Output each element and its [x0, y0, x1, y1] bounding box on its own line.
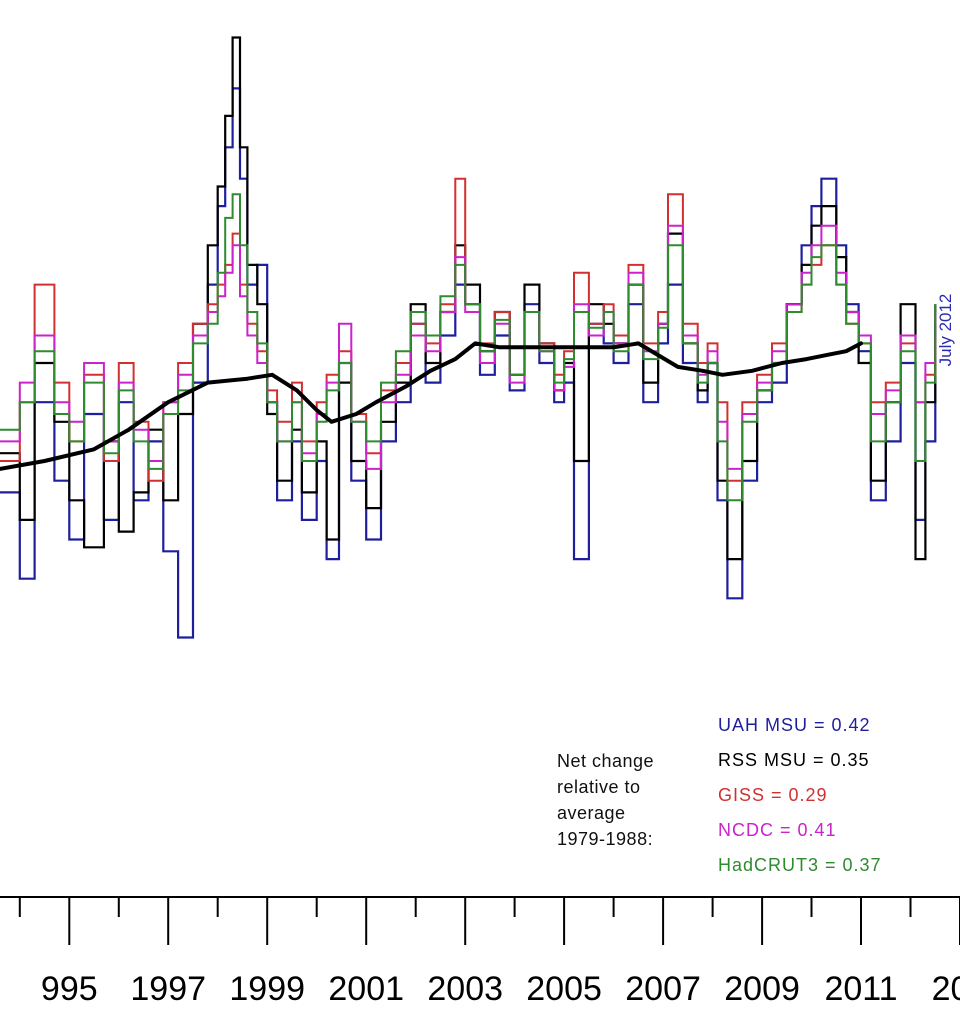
trend-line — [0, 341, 863, 471]
date-side-label: July 2012 — [936, 293, 955, 367]
series-line-hadcrut3 — [0, 193, 937, 502]
trend-layer — [0, 341, 863, 471]
net-change-note: Net change relative to average 1979-1988… — [557, 748, 654, 852]
legend-item-ncdc: NCDC = 0.41 — [718, 820, 837, 840]
x-tick-label: 2005 — [526, 970, 602, 1008]
note-line: relative to — [557, 777, 641, 797]
note-line: Net change — [557, 751, 655, 771]
x-tick-label: 995 — [41, 970, 98, 1008]
x-tick-label: 2007 — [625, 970, 701, 1008]
net-change-legend: UAH MSU = 0.42 RSS MSU = 0.35 GISS = 0.2… — [718, 708, 882, 883]
x-tick-labels: 995 1997 1999 2001 2003 2005 2007 2009 2011 201 — [41, 970, 960, 1008]
x-tick-label: 1999 — [229, 970, 305, 1008]
x-tick-label: 2003 — [427, 970, 503, 1008]
x-tick-label: 2001 — [328, 970, 404, 1008]
legend-item-hadcrut3: HadCRUT3 = 0.37 — [718, 855, 882, 875]
note-line: average — [557, 803, 626, 823]
legend-item-giss: GISS = 0.29 — [718, 785, 828, 805]
legend-item-uah: UAH MSU = 0.42 — [718, 715, 871, 735]
series-line-rss-msu — [0, 36, 937, 561]
series-line-giss — [0, 177, 937, 482]
x-ticks — [18, 897, 960, 945]
x-tick-label: 201 — [932, 970, 960, 1008]
x-tick-label: 2009 — [724, 970, 800, 1008]
x-tick-label: 2011 — [824, 970, 897, 1008]
note-line: 1979-1988: — [557, 829, 654, 849]
x-tick-label: 1997 — [130, 970, 206, 1008]
series-layer — [0, 36, 937, 639]
legend-item-rss: RSS MSU = 0.35 — [718, 750, 870, 770]
